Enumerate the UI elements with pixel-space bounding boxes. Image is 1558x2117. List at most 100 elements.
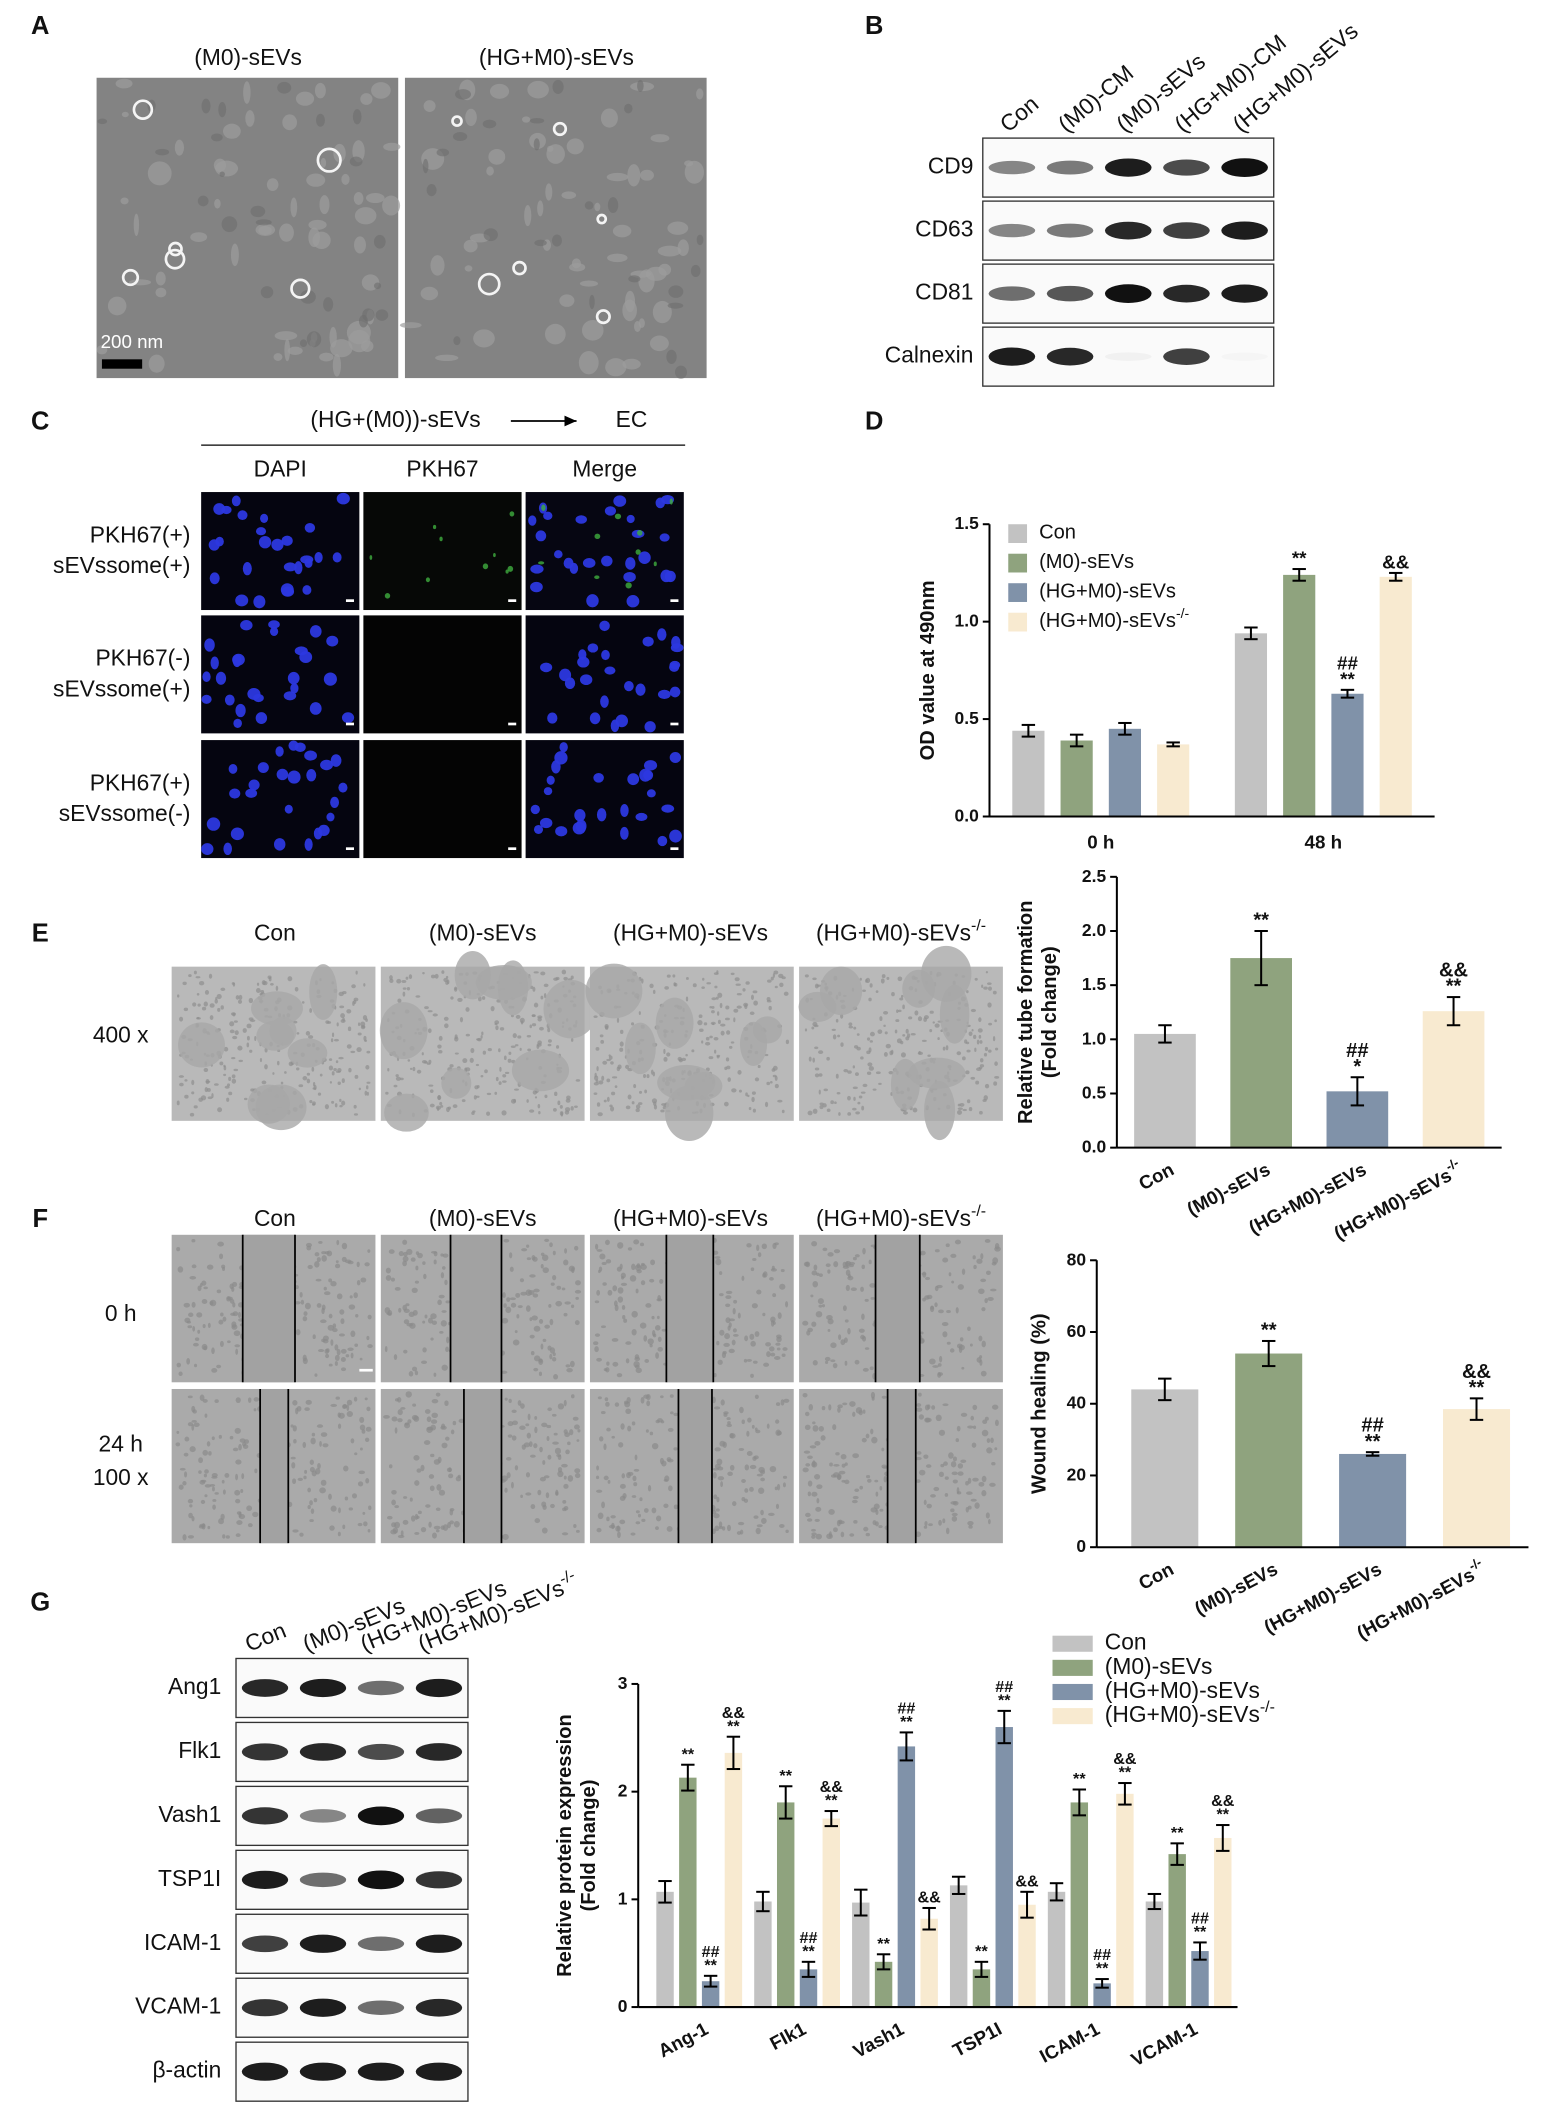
texture [855,1111,860,1115]
texture [429,1103,435,1108]
texture [488,148,506,165]
texture [949,1348,955,1353]
texture [360,1277,367,1283]
texture [877,1029,883,1034]
lane-label-sup: -/- [557,1567,577,1588]
texture [816,1498,820,1504]
legend-swatch [1052,1683,1093,1701]
texture [601,1261,607,1266]
texture [575,515,587,524]
texture [812,1280,819,1288]
texture [651,1315,655,1320]
texture [814,1073,820,1078]
texture [322,1339,329,1344]
texture [269,626,279,637]
texture [547,1407,552,1412]
image-title-main: (HG+M0)-sEVs [479,44,634,70]
texture [262,980,268,986]
x-tick-label-main: 0 h [1087,831,1114,852]
texture [656,1298,663,1302]
band [1163,348,1210,365]
texture [205,1080,211,1083]
annotation-main: ## [995,1678,1013,1696]
texture [206,1441,211,1447]
texture [309,1500,313,1506]
texture [661,804,675,813]
texture [719,1329,725,1336]
texture [182,1534,187,1541]
texture [757,1252,762,1258]
texture [768,1005,772,1011]
texture [716,1458,723,1466]
legend-label-sup: -/- [1260,1699,1275,1716]
texture [874,1479,879,1483]
texture [405,976,409,980]
image-bg [525,492,684,611]
texture [555,1491,559,1496]
group-label-main: (HG+M0)-sEVs [816,919,971,945]
texture [356,1261,360,1268]
bar [822,1818,841,2008]
texture [607,197,619,214]
texture [842,1305,847,1312]
texture [272,1072,275,1075]
texture [827,1318,834,1325]
texture [862,989,866,992]
texture [214,1492,219,1495]
texture [234,1344,241,1348]
texture [189,1275,197,1280]
texture [425,1504,431,1508]
texture [504,1071,510,1075]
texture [234,1427,241,1434]
texture [669,1394,674,1398]
texture [121,111,129,118]
texture [639,1497,643,1502]
texture [776,1430,782,1436]
texture [515,1292,521,1298]
texture [357,1032,362,1036]
texture [736,993,742,996]
texture [324,1348,329,1354]
texture [211,1368,218,1373]
texture [812,977,817,981]
texture [391,1416,398,1422]
texture [353,191,364,205]
texture [494,1091,498,1095]
texture [666,1457,672,1462]
texture [307,1264,313,1270]
protein-label: Flk1 [178,1737,221,1763]
texture [543,979,598,1039]
texture [519,1047,522,1051]
texture [563,557,574,569]
texture [391,1499,396,1506]
texture [201,1523,206,1530]
group-label: (M0)-sEVs [429,1205,537,1231]
image-title: (HG+M0)-sEVs [479,44,634,70]
texture [727,1077,731,1082]
texture [742,988,746,992]
texture [967,1425,974,1429]
protein-label: ICAM-1 [144,1929,221,1955]
texture [217,1107,223,1113]
texture [805,1463,811,1467]
texture [304,1469,308,1474]
group-label: (M0)-sEVs [429,919,537,945]
texture [847,1328,851,1335]
texture [387,1068,390,1072]
texture [785,1301,789,1308]
texture [365,1085,369,1090]
texture [640,1280,646,1286]
texture [644,1089,648,1094]
texture [207,1525,211,1530]
texture [341,712,355,724]
texture [994,1047,999,1051]
texture [879,1508,884,1512]
texture [309,1100,313,1104]
texture [922,1271,927,1278]
micrograph [585,963,794,1142]
texture [484,1069,488,1074]
texture [743,1358,748,1363]
texture [507,1421,514,1427]
texture [659,1279,664,1284]
texture [394,1286,401,1291]
